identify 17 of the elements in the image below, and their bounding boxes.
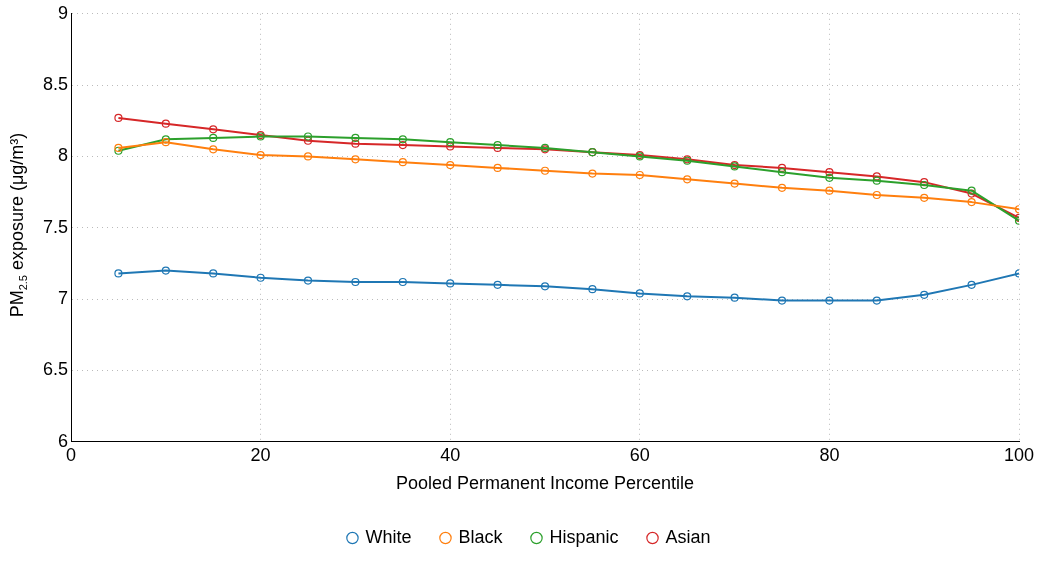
y-tick-label: 7.5 [42,216,69,237]
legend-label: Asian [665,526,711,547]
y-tick-label: 8.5 [42,74,69,95]
legend-label: Hispanic [549,526,619,547]
x-tick-label: 20 [250,444,271,465]
x-tick-label: 80 [819,444,840,465]
x-tick-label: 60 [629,444,650,465]
x-tick-label: 40 [440,444,461,465]
legend-label: White [365,526,412,547]
y-tick-label: 6.5 [42,359,69,380]
y-tick-label: 7 [58,288,69,309]
x-tick-label: 100 [1003,444,1035,465]
y-tick-label: 9 [58,2,69,23]
x-axis-title: Pooled Permanent Income Percentile [395,473,695,494]
legend-label: Black [458,526,504,547]
x-tick-label: 0 [66,444,77,465]
y-tick-label: 8 [58,145,69,166]
